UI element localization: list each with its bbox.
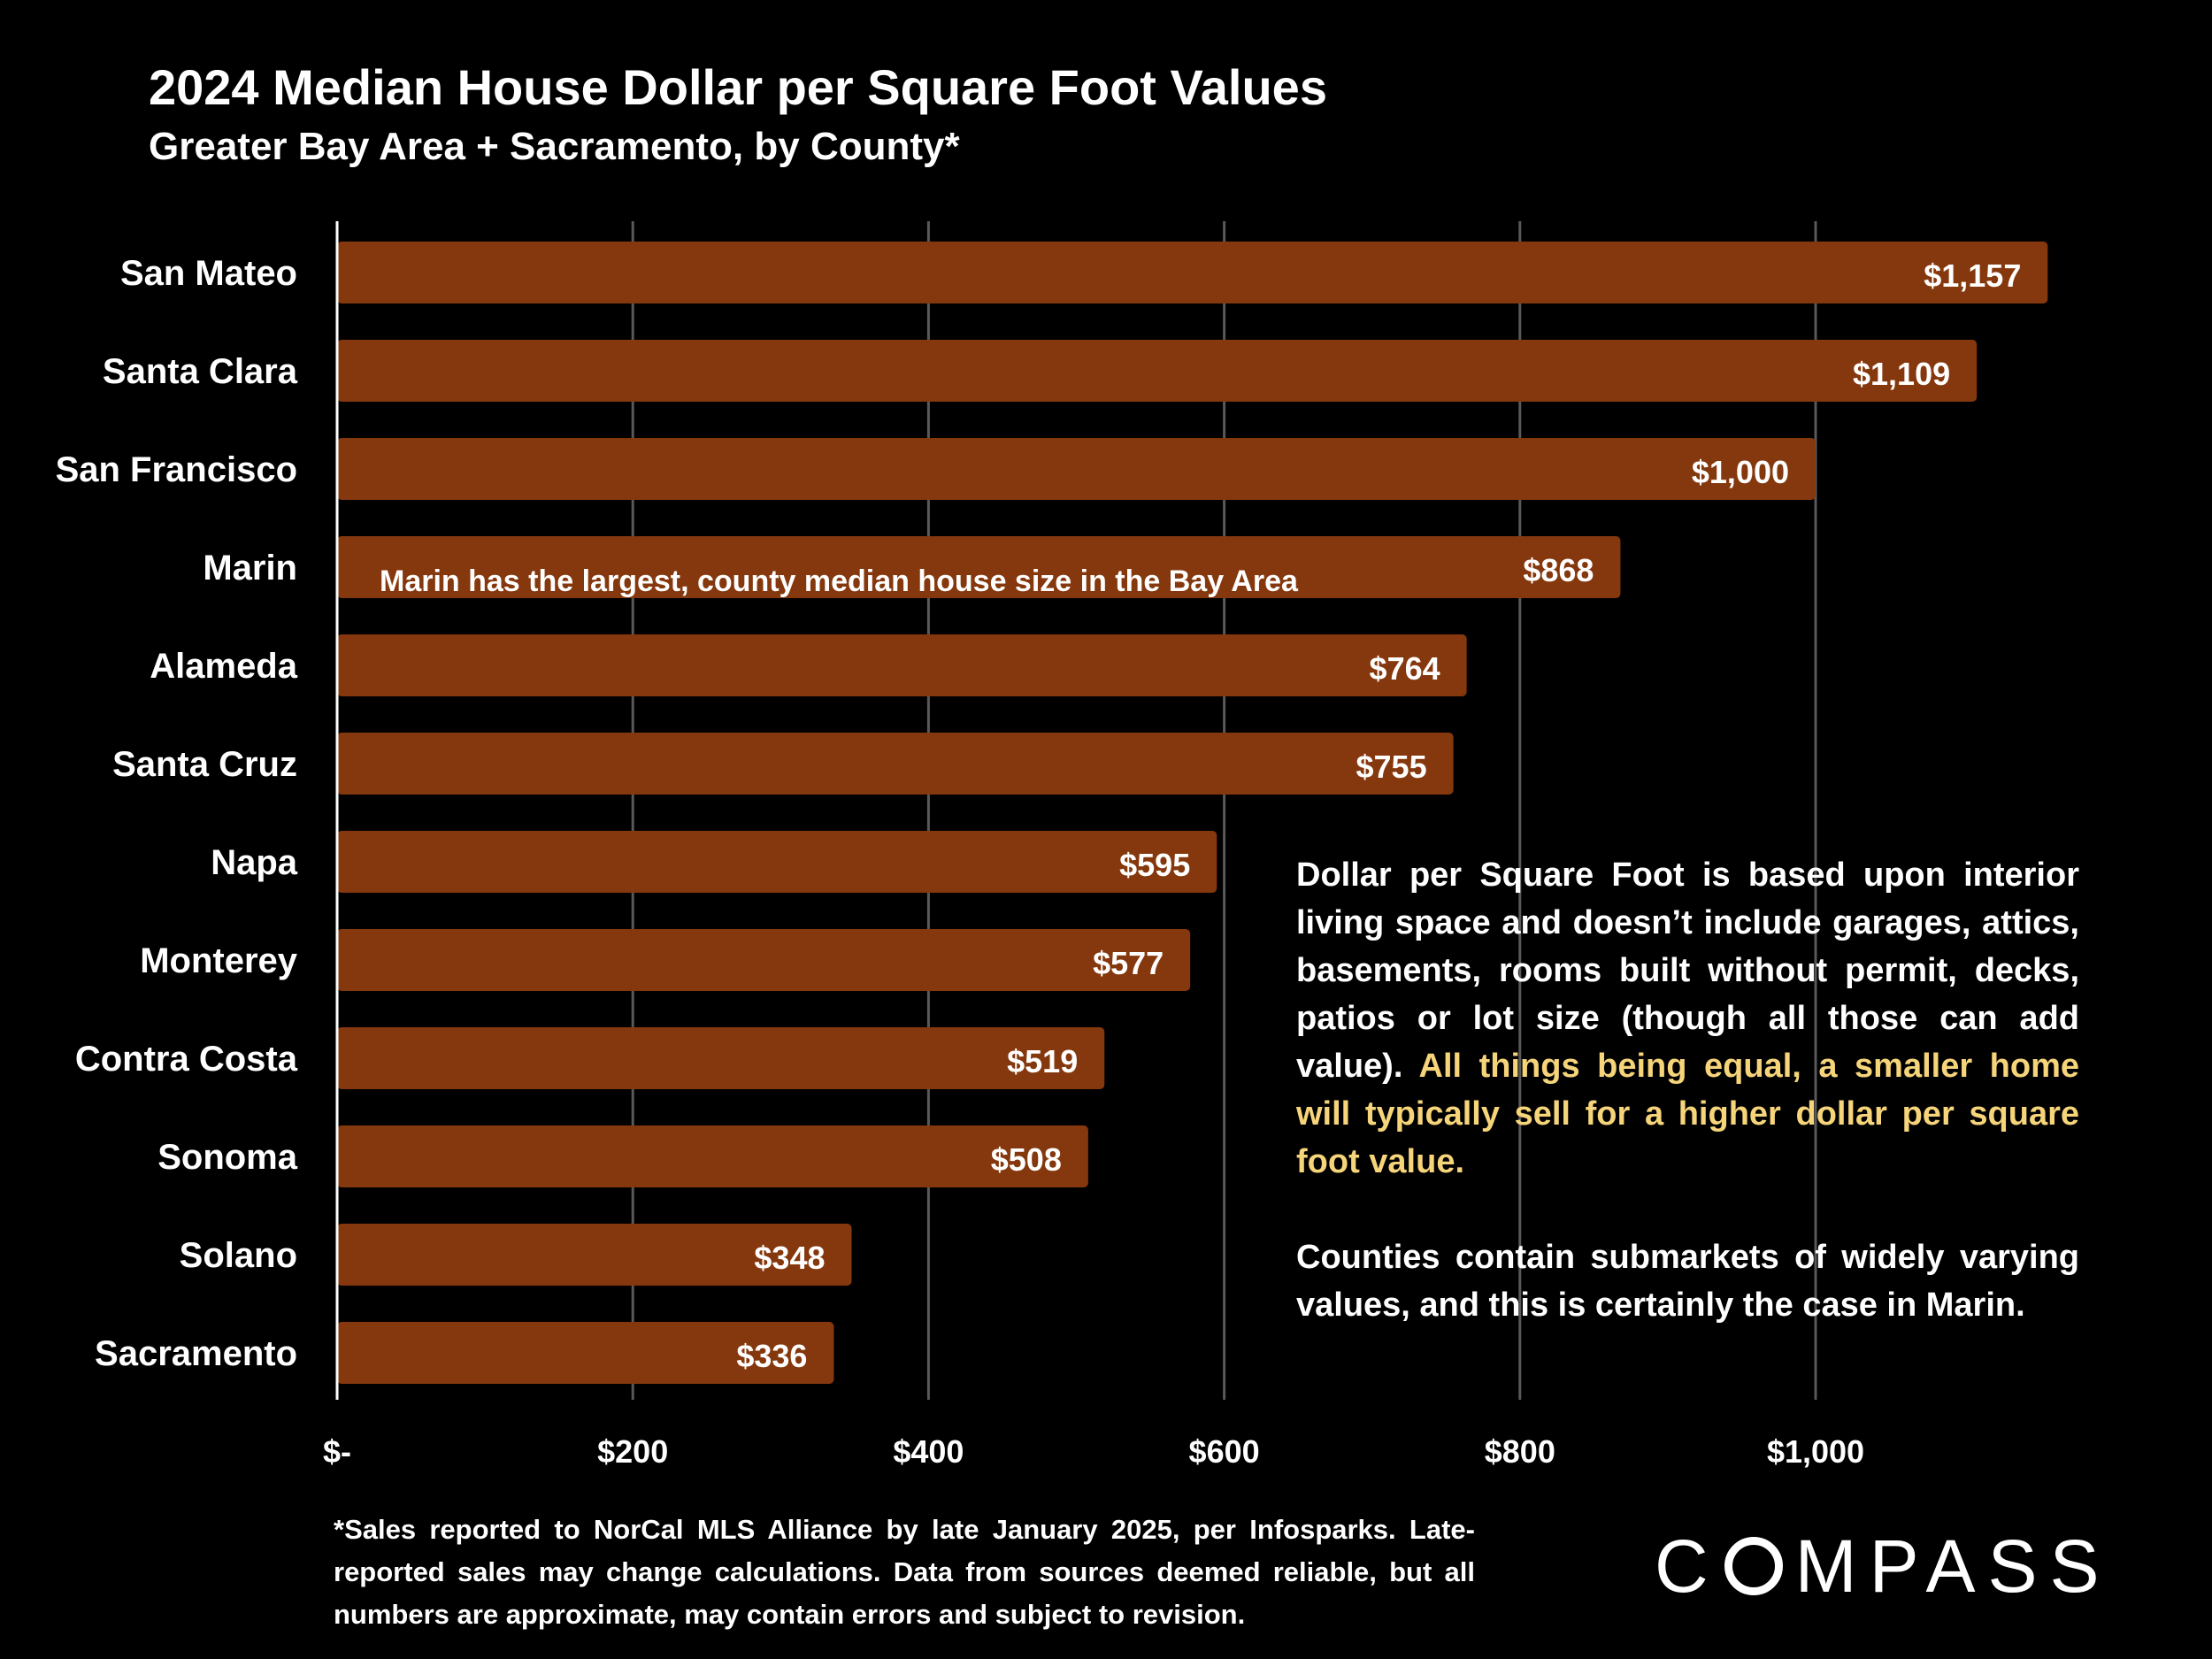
footnote: *Sales reported to NorCal MLS Alliance b… (334, 1514, 1475, 1630)
data-label: $595 (1119, 847, 1190, 883)
category-label: Santa Clara (103, 352, 298, 391)
x-tick-label: $800 (1485, 1433, 1555, 1470)
bar-sacramento (337, 1322, 834, 1384)
data-label: $336 (736, 1338, 807, 1374)
explanatory-note: Dollar per Square Foot is based upon int… (1296, 851, 2079, 1329)
data-label: $508 (991, 1141, 1062, 1178)
data-label: $1,109 (1853, 356, 1950, 392)
bar-napa (337, 831, 1217, 893)
bar-solano (337, 1224, 852, 1286)
category-label: Solano (180, 1236, 297, 1275)
x-tick-label: $1,000 (1767, 1433, 1864, 1470)
logo-ring-icon (1724, 1537, 1783, 1595)
category-label: Sacramento (95, 1334, 297, 1373)
x-tick-label: $- (323, 1433, 351, 1470)
bar-santa-clara (337, 340, 1978, 402)
bar-san-mateo (337, 242, 2048, 303)
category-label: Monterey (140, 941, 298, 980)
bar-san-francisco (337, 438, 1816, 500)
data-label: $348 (754, 1240, 825, 1276)
x-tick-label: $400 (893, 1433, 964, 1470)
chart-subtitle: Greater Bay Area + Sacramento, by County… (149, 125, 960, 168)
note-text: Dollar per Square Foot is based upon int… (1296, 856, 2079, 1085)
logo-text-suffix: MPASS (1794, 1524, 2112, 1608)
compass-logo: C MPASS (1655, 1524, 2112, 1608)
bar-marin (337, 536, 1621, 598)
category-label: Contra Costa (75, 1040, 298, 1079)
chart-title: 2024 Median House Dollar per Square Foot… (149, 59, 1327, 115)
data-label: $764 (1370, 650, 1440, 687)
category-label: Marin (203, 549, 297, 588)
marin-annotation: Marin has the largest, county median hou… (380, 565, 1299, 598)
note-paragraph-2: Counties contain submarkets of widely va… (1296, 1239, 2079, 1324)
x-tick-label: $200 (597, 1433, 668, 1470)
category-label: Alameda (150, 647, 297, 686)
data-label: $577 (1093, 945, 1164, 981)
logo-text-prefix: C (1655, 1524, 1721, 1608)
bar-santa-cruz (337, 733, 1454, 795)
data-label: $1,000 (1692, 454, 1789, 490)
data-label: $868 (1523, 552, 1594, 588)
data-label: $519 (1007, 1043, 1078, 1079)
category-label: San Mateo (120, 254, 297, 293)
bar-contra-costa (337, 1027, 1105, 1089)
note-spacer (1296, 1186, 2079, 1233)
note-paragraph-1: Dollar per Square Foot is based upon int… (1296, 851, 2079, 1186)
bar-sonoma (337, 1125, 1088, 1187)
bar-monterey (337, 929, 1191, 991)
x-tick-label: $600 (1189, 1433, 1260, 1470)
data-label: $755 (1356, 749, 1427, 785)
category-label: San Francisco (56, 450, 297, 489)
category-label: Santa Cruz (112, 745, 297, 784)
data-label: $1,157 (1924, 257, 2021, 294)
category-label: Napa (211, 843, 298, 882)
note-highlight-text: All things being equal, a smaller home w… (1296, 1048, 2079, 1180)
category-label: Sonoma (157, 1138, 298, 1177)
bar-alameda (337, 634, 1467, 696)
